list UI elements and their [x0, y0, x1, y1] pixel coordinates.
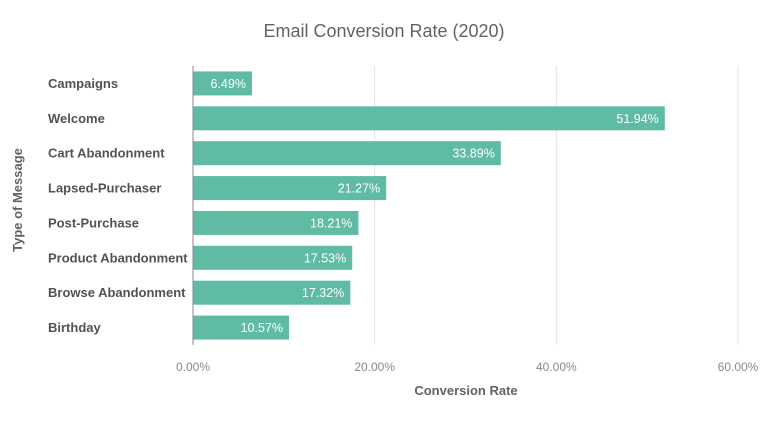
data-label: 10.57% — [241, 321, 283, 335]
chart-title: Email Conversion Rate (2020) — [263, 21, 504, 41]
category-label: Birthday — [48, 320, 102, 335]
bar — [193, 245, 353, 270]
bar — [193, 141, 501, 166]
category-label: Lapsed-Purchaser — [48, 181, 161, 196]
category-label: Welcome — [48, 111, 105, 126]
bar — [193, 210, 359, 235]
category-label: Browse Abandonment — [48, 285, 186, 300]
bar — [193, 176, 387, 201]
data-label: 33.89% — [452, 147, 494, 161]
bar — [193, 315, 290, 340]
bar — [193, 71, 252, 96]
x-tick-label: 60.00% — [718, 360, 759, 374]
x-tick-label: 20.00% — [354, 360, 395, 374]
y-axis-title: Type of Message — [10, 148, 25, 252]
data-label: 18.21% — [310, 216, 352, 230]
category-label: Product Abandonment — [48, 250, 188, 265]
x-tick-label: 0.00% — [176, 360, 210, 374]
x-axis-title: Conversion Rate — [414, 383, 517, 398]
category-label: Campaigns — [48, 76, 118, 91]
bar — [193, 106, 665, 131]
data-label: 51.94% — [616, 112, 658, 126]
data-label: 17.53% — [304, 251, 346, 265]
bar — [193, 280, 351, 305]
data-label: 21.27% — [338, 182, 380, 196]
data-label: 17.32% — [302, 286, 344, 300]
category-label: Cart Abandonment — [48, 146, 165, 161]
data-label: 6.49% — [210, 77, 245, 91]
category-label: Post-Purchase — [48, 215, 139, 230]
x-tick-label: 40.00% — [536, 360, 577, 374]
